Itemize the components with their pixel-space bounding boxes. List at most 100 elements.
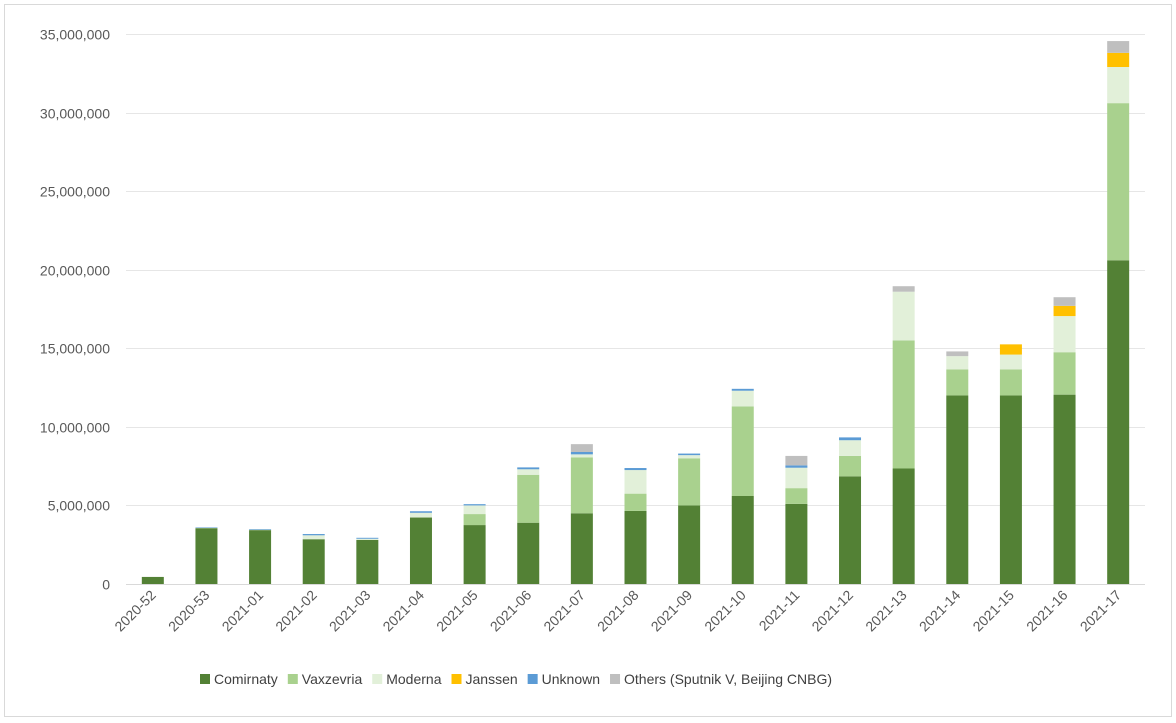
x-tick-label: 2021-15 xyxy=(969,587,1017,635)
x-tick-label: 2021-17 xyxy=(1077,587,1125,635)
bar-segment-comirnaty xyxy=(570,513,593,584)
bar-segment-unknown xyxy=(463,504,486,506)
bar-segment-vaxzevria xyxy=(624,493,647,511)
bar-segment-janssen xyxy=(1107,52,1130,67)
legend-item: Vaxzevria xyxy=(287,671,362,687)
bar-segment-moderna xyxy=(946,356,969,370)
x-tick-label: 2021-14 xyxy=(916,587,964,635)
bar-stack-2021-05 xyxy=(463,504,486,584)
legend-swatch xyxy=(610,674,621,684)
x-tick-label: 2021-09 xyxy=(648,587,696,635)
bar-stack-2021-06 xyxy=(517,467,540,584)
bar-segment-vaxzevria xyxy=(1053,352,1076,395)
legend-item: Unknown xyxy=(527,671,600,687)
bar-segment-moderna xyxy=(731,390,754,407)
bar-stack-2021-15 xyxy=(999,344,1022,584)
bar-segment-moderna xyxy=(999,354,1022,370)
bar-segment-moderna xyxy=(1053,316,1076,353)
x-tick-label: 2021-03 xyxy=(326,587,374,635)
bar-segment-moderna xyxy=(1107,67,1130,104)
x-tick-label: 2021-06 xyxy=(487,587,535,635)
bar-segment-moderna xyxy=(195,527,218,529)
bar-segment-comirnaty xyxy=(409,517,432,584)
x-tick-label: 2021-10 xyxy=(701,587,749,635)
bar-segment-unknown xyxy=(356,537,379,539)
bar-segment-moderna xyxy=(570,454,593,458)
y-tick-label: 0 xyxy=(102,577,110,593)
y-axis-tick-labels: 0 5,000,000 10,000,000 15,000,000 20,000,000… xyxy=(40,27,110,593)
chart-frame xyxy=(4,4,1172,717)
bar-stack-2020-52 xyxy=(141,576,164,584)
bar-segment-comirnaty xyxy=(624,510,647,584)
legend-item: Comirnaty xyxy=(200,671,278,687)
x-tick-label: 2020-53 xyxy=(165,587,213,635)
bar-segment-comirnaty xyxy=(195,528,218,584)
bar-segment-unknown xyxy=(731,388,754,391)
bar-segment-unknown xyxy=(785,465,808,468)
bar-segment-others xyxy=(892,286,915,292)
bar-segment-comirnaty xyxy=(946,395,969,584)
bar-segment-others xyxy=(946,351,969,357)
legend-swatch xyxy=(287,674,298,684)
bars xyxy=(141,41,1130,584)
legend-label: Janssen xyxy=(466,671,518,687)
bar-segment-vaxzevria xyxy=(892,340,915,469)
legend-label: Others (Sputnik V, Beijing CNBG) xyxy=(624,671,832,687)
bar-segment-others xyxy=(570,444,593,452)
legend-item: Others (Sputnik V, Beijing CNBG) xyxy=(610,671,832,687)
bar-segment-moderna xyxy=(517,469,540,475)
legend-item: Janssen xyxy=(451,671,518,687)
bar-segment-moderna xyxy=(249,529,272,531)
y-tick-label: 10,000,000 xyxy=(40,420,110,436)
bar-segment-unknown xyxy=(195,527,218,528)
bar-segment-janssen xyxy=(999,344,1022,355)
bar-segment-unknown xyxy=(517,467,540,470)
bar-segment-vaxzevria xyxy=(678,458,701,506)
bar-segment-moderna xyxy=(839,440,862,456)
x-tick-label: 2020-52 xyxy=(111,587,159,635)
bar-stack-2021-07 xyxy=(570,444,593,584)
bar-segment-unknown xyxy=(839,437,862,441)
y-tick-label: 5,000,000 xyxy=(48,498,110,514)
bar-segment-comirnaty xyxy=(785,503,808,584)
bar-segment-vaxzevria xyxy=(463,514,486,526)
bar-stack-2021-16 xyxy=(1053,297,1076,584)
bar-segment-comirnaty xyxy=(463,525,486,584)
x-tick-label: 2021-02 xyxy=(272,587,320,635)
x-tick-label: 2021-16 xyxy=(1023,587,1071,635)
bar-segment-moderna xyxy=(785,467,808,489)
bar-segment-comirnaty xyxy=(141,576,164,584)
bar-segment-unknown xyxy=(570,452,593,455)
bar-segment-moderna xyxy=(463,505,486,515)
bar-segment-unknown xyxy=(409,511,432,513)
x-tick-label: 2021-08 xyxy=(594,587,642,635)
x-tick-label: 2021-11 xyxy=(756,587,803,634)
x-axis-tick-labels: 2020-52 2020-53 2021-01 2021-02 2021-03 2021-… xyxy=(111,587,1124,635)
legend-label: Moderna xyxy=(386,671,441,687)
bar-segment-others xyxy=(1053,297,1076,306)
gridlines xyxy=(126,34,1145,585)
legend-swatch xyxy=(200,674,210,684)
y-tick-label: 20,000,000 xyxy=(40,263,110,279)
bar-segment-comirnaty xyxy=(1053,394,1076,584)
legend-swatch xyxy=(372,674,383,684)
bar-stack-2021-17 xyxy=(1107,41,1130,584)
bar-segment-moderna xyxy=(678,455,701,459)
bar-segment-vaxzevria xyxy=(946,369,969,396)
bar-segment-vaxzevria xyxy=(731,406,754,496)
legend-swatch xyxy=(451,674,462,684)
x-tick-label: 2021-13 xyxy=(862,587,910,635)
bar-segment-comirnaty xyxy=(1107,260,1130,584)
bar-segment-unknown xyxy=(249,529,272,530)
bar-segment-moderna xyxy=(409,512,432,518)
bar-stack-2021-08 xyxy=(624,468,647,584)
bar-stack-2021-11 xyxy=(785,455,808,584)
bar-segment-vaxzevria xyxy=(1107,103,1130,261)
bar-segment-moderna xyxy=(624,470,647,494)
bar-segment-comirnaty xyxy=(999,395,1022,584)
bar-stack-2021-14 xyxy=(946,351,969,584)
bar-segment-unknown xyxy=(678,453,701,456)
bar-stack-2021-03 xyxy=(356,537,379,584)
bar-segment-vaxzevria xyxy=(839,455,862,477)
